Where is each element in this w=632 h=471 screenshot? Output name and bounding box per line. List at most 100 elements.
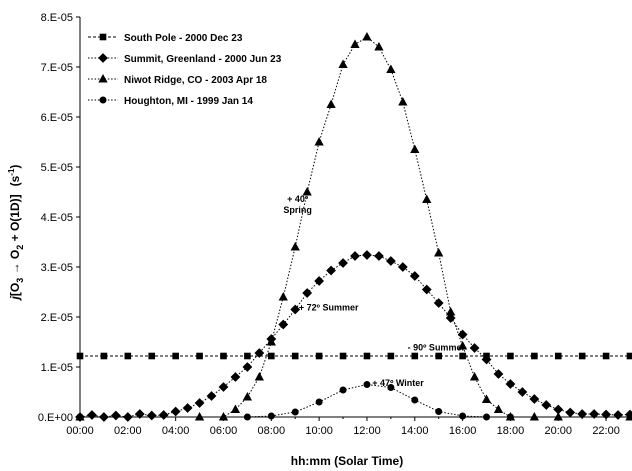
marker-triangle (386, 64, 396, 73)
marker-diamond (146, 410, 157, 421)
marker-square (100, 352, 108, 360)
marker-triangle (218, 411, 229, 421)
annotation-label: - 90º Summer (408, 343, 466, 353)
marker-diamond (338, 258, 348, 268)
y-tick-label: 4.E-05 (41, 212, 73, 224)
marker-diamond (457, 329, 468, 340)
marker-triangle (254, 371, 264, 381)
marker-triangle (338, 59, 348, 68)
marker-square (578, 352, 586, 360)
marker-diamond (170, 406, 181, 417)
marker-triangle (493, 404, 504, 413)
y-axis-title-sub1: 3 (15, 278, 25, 283)
marker-diamond (122, 412, 133, 422)
marker-circle (435, 408, 443, 415)
y-tick-label: 8.E-05 (41, 12, 73, 24)
x-axis-title: hh:mm (Solar Time) (291, 454, 403, 468)
marker-circle (339, 386, 347, 394)
marker-triangle (278, 291, 288, 301)
x-tick-label: 22:00 (592, 425, 620, 437)
marker-diamond (577, 409, 588, 419)
marker-diamond (481, 354, 492, 365)
marker-diamond (505, 379, 516, 389)
marker-diamond (302, 288, 313, 298)
marker-diamond (421, 284, 432, 295)
marker-diamond (242, 362, 253, 372)
y-ticks: 0.E+00 1.E-05 2.E-05 3.E-05 4.E-05 5.E-05 6.E-… (38, 12, 80, 424)
x-tick-label: 20:00 (544, 425, 572, 437)
marker-circle (99, 96, 107, 104)
marker-diamond (493, 369, 504, 379)
marker-diamond (445, 313, 456, 323)
marker-triangle (374, 41, 384, 51)
marker-triangle (529, 411, 539, 421)
y-axis-title: j[O3 → O2 + O(1D)] (s-1) (7, 165, 25, 302)
marker-square (507, 352, 514, 360)
marker-diamond (601, 409, 611, 420)
marker-diamond (541, 400, 552, 410)
marker-diamond (374, 251, 384, 261)
y-tick-label: 0.E+00 (38, 412, 73, 424)
y-tick-label: 7.E-05 (41, 62, 73, 74)
marker-triangle (302, 186, 312, 196)
marker-triangle (350, 39, 360, 48)
marker-diamond (99, 412, 109, 422)
annotation-line: + 72º Summer (299, 303, 359, 313)
marker-square (459, 352, 466, 360)
marker-diamond (182, 403, 193, 413)
marker-diamond (134, 409, 145, 419)
marker-triangle (266, 336, 276, 346)
marker-square (268, 352, 275, 360)
y-axis-title-unit-sup: -1 (7, 168, 16, 176)
legend: South Pole - 2000 Dec 23 Summit, Greenlan… (88, 33, 282, 107)
marker-square (363, 352, 371, 360)
x-tick-label: 06:00 (210, 425, 238, 437)
marker-diamond (409, 271, 420, 281)
marker-circle (411, 396, 419, 404)
x-tick-label: 12:00 (353, 425, 381, 437)
y-tick-label: 5.E-05 (41, 162, 73, 174)
y-axis-title-pre: [O (8, 283, 22, 296)
x-tick-label: 14:00 (401, 425, 429, 437)
marker-circle (315, 398, 323, 406)
y-axis-title-j: j (8, 295, 22, 301)
marker-diamond (613, 410, 623, 420)
marker-triangle (314, 136, 324, 146)
marker-triangle (422, 194, 432, 203)
marker-diamond (529, 394, 540, 404)
series-markers (75, 31, 632, 422)
marker-diamond (158, 410, 169, 420)
marker-diamond (110, 410, 121, 421)
marker-square (291, 352, 299, 360)
marker-triangle (469, 371, 480, 381)
x-tick-label: 00:00 (66, 425, 94, 437)
marker-square (124, 352, 132, 360)
marker-diamond (87, 410, 97, 420)
marker-diamond (314, 276, 325, 286)
annotation-label: + 40º Spring (283, 194, 312, 215)
y-tick-label: 6.E-05 (41, 112, 73, 124)
x-tick-label: 04:00 (162, 425, 190, 437)
marker-circle (483, 413, 491, 421)
annotations: + 40º Spring + 72º Summer - 90º Summer + 47º… (283, 194, 465, 388)
x-tick-label: 08:00 (258, 425, 286, 437)
y-axis-title-sub2: 2 (15, 245, 25, 250)
marker-square (244, 352, 251, 360)
marker-triangle (457, 340, 468, 350)
marker-triangle (434, 247, 444, 257)
legend-label: Houghton, MI - 1999 Jan 14 (124, 96, 253, 107)
marker-diamond (589, 409, 600, 419)
marker-diamond (98, 53, 108, 63)
y-axis-title-post: + O(1D)] (8, 194, 22, 244)
annotation-line: + 47º Winter (372, 378, 424, 388)
marker-diamond (433, 298, 444, 308)
marker-circle (363, 381, 371, 388)
marker-circle (76, 413, 84, 421)
marker-triangle (290, 241, 300, 251)
y-tick-label: 3.E-05 (41, 262, 73, 274)
marker-triangle (446, 306, 456, 316)
marker-diamond (362, 250, 372, 260)
marker-circle (506, 413, 514, 421)
marker-square (99, 33, 107, 41)
legend-label: South Pole - 2000 Dec 23 (124, 33, 243, 44)
